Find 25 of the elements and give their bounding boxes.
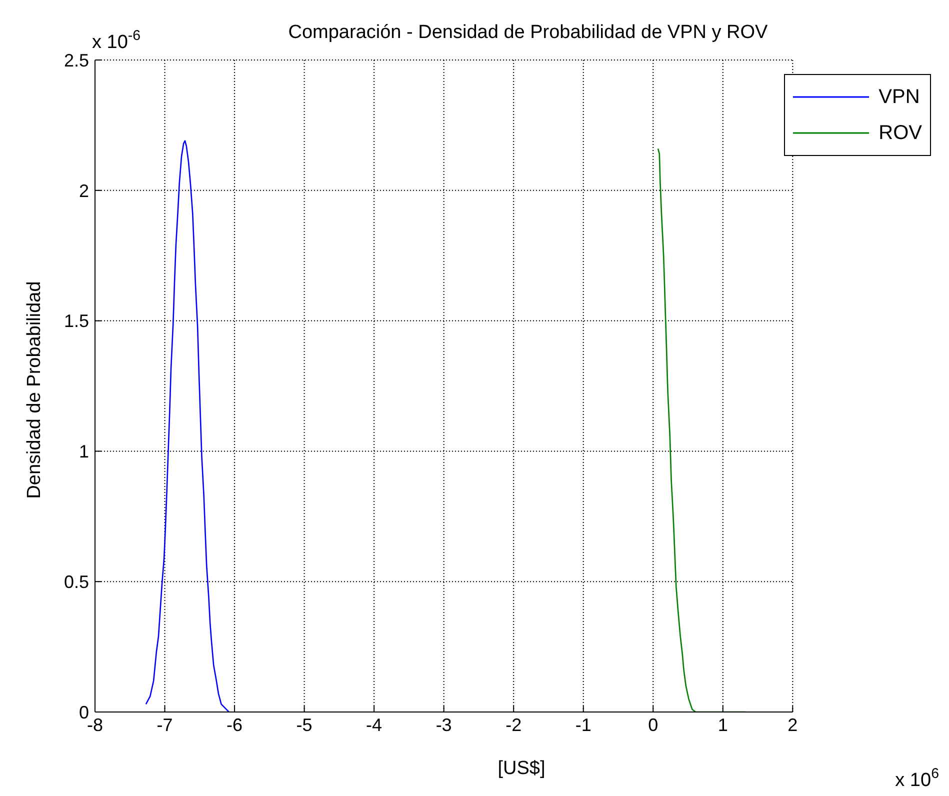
- y-tick-label: 2.5: [64, 50, 89, 70]
- x-tick-label: -5: [296, 714, 312, 735]
- x-tick-label: -4: [366, 714, 382, 735]
- y-tick-label: 1: [78, 442, 89, 462]
- y-tick-label: 0: [78, 702, 89, 722]
- x-tick-label: 1: [718, 714, 728, 735]
- legend-label: ROV: [878, 122, 922, 144]
- legend-label: VPN: [878, 86, 920, 108]
- chart-title: Comparación - Densidad de Probabilidad de VPN y ROV: [288, 22, 768, 43]
- y-tick-label: 2: [78, 180, 89, 201]
- x-tick-label: -7: [156, 714, 173, 735]
- x-tick-label: -1: [575, 714, 592, 735]
- x-axis-title: [US$]: [498, 758, 546, 779]
- y-tick-label: 1.5: [64, 311, 89, 332]
- x-tick-label: -6: [226, 714, 243, 735]
- line-series: [145, 140, 230, 712]
- y-axis-title: Densidad de Probabilidad: [24, 281, 45, 499]
- x-tick-label: 0: [648, 714, 658, 735]
- x-tick-label: -3: [436, 714, 452, 735]
- text: x 10$^{6}$: [895, 766, 940, 791]
- text: x 10$^{-6}$: [92, 28, 141, 53]
- x-tick-label: -2: [506, 714, 522, 735]
- y-tick-label: 0.5: [64, 572, 89, 592]
- x-tick-label: -8: [86, 714, 104, 735]
- x-tick-label: 2: [788, 714, 798, 735]
